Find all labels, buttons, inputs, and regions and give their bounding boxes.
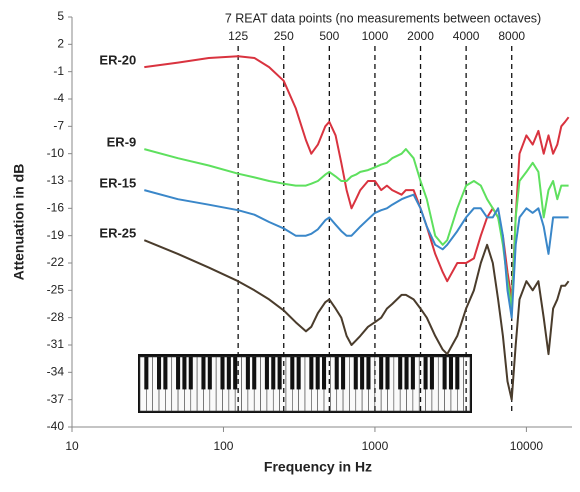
piano-black-key (309, 357, 314, 390)
piano-black-key (385, 357, 390, 390)
piano-black-key (163, 357, 168, 390)
y-tick-label: -1 (53, 64, 64, 78)
x-axis-label: Frequency in Hz (264, 459, 372, 475)
piano-black-key (448, 357, 453, 390)
piano-black-key (220, 357, 225, 390)
piano-black-key (404, 357, 409, 390)
piano-black-key (207, 357, 212, 390)
piano-black-key (429, 357, 434, 390)
piano-black-key (334, 357, 339, 390)
reference-label: 4000 (453, 29, 480, 43)
piano-black-key (176, 357, 181, 390)
reference-label: 250 (274, 29, 294, 43)
y-tick-label: -28 (47, 310, 65, 324)
piano-black-key (379, 357, 384, 390)
reference-label: 500 (319, 29, 339, 43)
piano-black-key (271, 357, 276, 390)
y-tick-label: -40 (47, 419, 65, 433)
reference-label: 125 (228, 29, 248, 43)
x-tick-label: 1000 (362, 439, 389, 453)
piano-black-key (252, 357, 257, 390)
series-line (143, 239, 570, 401)
y-tick-label: -13 (47, 173, 65, 187)
y-tick-label: -37 (47, 392, 65, 406)
y-tick-label: -10 (47, 146, 65, 160)
piano-black-key (353, 357, 358, 390)
piano-black-key (144, 357, 149, 390)
y-tick-label: -25 (47, 283, 65, 297)
piano-black-key (182, 357, 187, 390)
reference-label: 1000 (362, 29, 389, 43)
y-tick-label: -19 (47, 228, 65, 242)
piano-black-key (366, 357, 371, 390)
y-tick-label: 2 (57, 37, 64, 51)
x-tick-label: 10000 (510, 439, 544, 453)
piano-white-key (463, 356, 471, 412)
piano-black-key (315, 357, 320, 390)
piano-black-key (264, 357, 269, 390)
reference-label: 2000 (407, 29, 434, 43)
piano-black-key (157, 357, 162, 390)
piano-black-key (233, 357, 238, 390)
piano-black-key (423, 357, 428, 390)
piano-black-key (201, 357, 206, 390)
piano-black-key (226, 357, 231, 390)
piano-black-key (442, 357, 447, 390)
series-label: ER-20 (99, 53, 136, 68)
series-label: ER-25 (99, 226, 136, 241)
piano-black-key (455, 357, 460, 390)
piano-black-key (277, 357, 282, 390)
piano-black-key (290, 357, 295, 390)
y-tick-label: -31 (47, 337, 65, 351)
series-line (144, 55, 570, 301)
piano-black-key (296, 357, 301, 390)
x-tick-label: 10 (65, 439, 79, 453)
y-tick-label: -4 (53, 91, 64, 105)
y-tick-label: -22 (47, 255, 65, 269)
x-tick-label: 100 (213, 439, 233, 453)
piano-black-key (188, 357, 193, 390)
series-label: ER-9 (107, 135, 137, 150)
reference-label: 8000 (498, 29, 525, 43)
y-tick-label: -7 (53, 119, 64, 133)
y-axis-label: Attenuation in dB (11, 164, 27, 281)
piano-black-key (398, 357, 403, 390)
y-tick-label: -34 (47, 365, 65, 379)
series-label: ER-15 (99, 176, 136, 191)
annotation: 7 REAT data points (no measurements betw… (225, 11, 541, 25)
series-line (144, 189, 569, 319)
y-tick-label: 5 (57, 9, 64, 23)
piano-black-key (410, 357, 415, 390)
piano-black-key (245, 357, 250, 390)
y-tick-label: -16 (47, 201, 65, 215)
piano-black-key (360, 357, 365, 390)
series-line (144, 148, 569, 310)
piano-black-key (341, 357, 346, 390)
piano-black-key (322, 357, 327, 390)
